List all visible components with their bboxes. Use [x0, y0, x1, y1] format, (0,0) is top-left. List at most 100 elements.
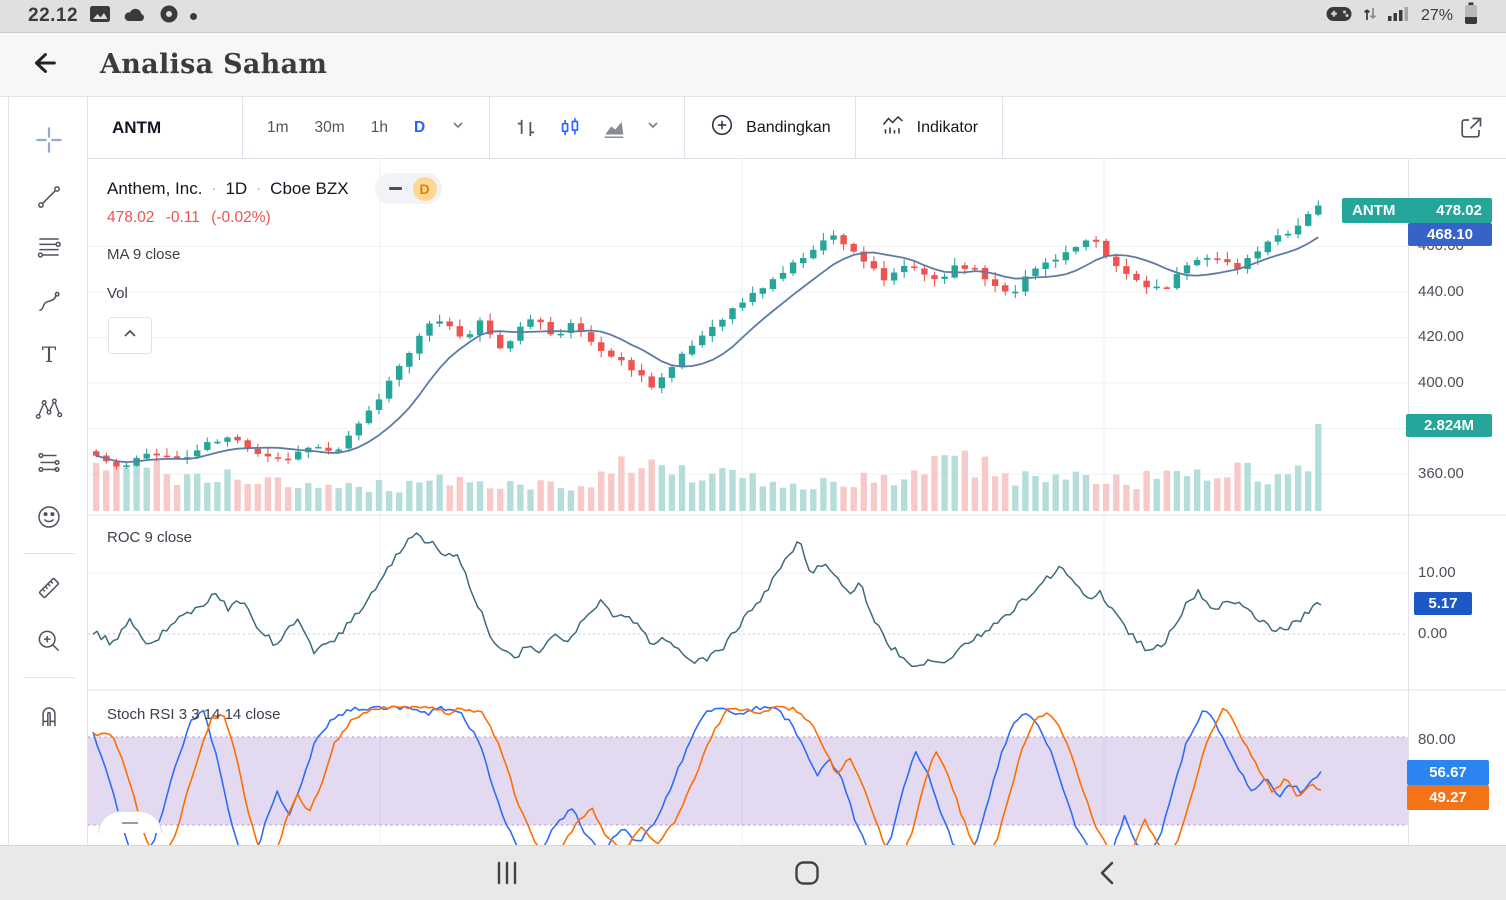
- add-circle-icon: [709, 112, 735, 143]
- battery-percent: 27%: [1420, 7, 1453, 24]
- price-axis-label: 400.00: [1418, 374, 1464, 391]
- chart-style-group: [490, 97, 686, 158]
- indicator-button[interactable]: Indikator: [880, 112, 978, 143]
- stoch-k-badge: 56.67: [1407, 760, 1489, 785]
- fib-lines-icon: [37, 238, 61, 258]
- zoom-in-tool-button[interactable]: [29, 621, 69, 661]
- stoch-legend: Stoch RSI 3 3 14 14 close: [107, 706, 281, 723]
- android-back-button[interactable]: [1079, 854, 1135, 894]
- interval-d[interactable]: D: [413, 118, 426, 136]
- chart-canvas[interactable]: [88, 159, 1506, 845]
- area-style-button[interactable]: [602, 116, 626, 140]
- recents-button[interactable]: [479, 854, 535, 894]
- notification-app-icon: [159, 4, 179, 29]
- indicator-icon: [880, 112, 906, 143]
- price-axis-label: 360.00: [1418, 465, 1464, 482]
- area-style-icon: [604, 121, 624, 138]
- candles-style-button[interactable]: [558, 116, 582, 140]
- trend-line-icon: [38, 186, 60, 208]
- home-icon: [794, 860, 820, 889]
- fullscreen-button[interactable]: [1450, 108, 1492, 150]
- legend-change: -0.11: [165, 209, 200, 226]
- price-axis-label: 440.00: [1418, 283, 1464, 300]
- compare-button[interactable]: Bandingkan: [709, 112, 831, 143]
- mobile-data-icon: [1363, 6, 1377, 27]
- compare-label: Bandingkan: [746, 118, 831, 136]
- toolbar-divider: [23, 553, 75, 554]
- brush-icon: [39, 291, 60, 312]
- chevron-left-icon: [1098, 860, 1116, 889]
- bars-style-button[interactable]: [514, 116, 538, 140]
- trend-line-tool-button[interactable]: [29, 177, 69, 217]
- compare-cell: Bandingkan: [685, 97, 856, 158]
- indicator-label: Indikator: [916, 118, 979, 136]
- legend-symbol-name: Anthem, Inc.: [107, 178, 203, 198]
- symbol-legend: Anthem, Inc. · 1D · Cboe BZX D: [107, 173, 442, 204]
- text-icon: T: [42, 343, 57, 368]
- smiley-icon: [38, 506, 60, 528]
- emoji-tool-button[interactable]: [29, 497, 69, 537]
- legend-expand-button[interactable]: [108, 317, 152, 354]
- fib-retracement-tool-button[interactable]: [29, 227, 69, 267]
- home-button[interactable]: [779, 854, 835, 894]
- xabcd-pattern-icon: [35, 398, 63, 420]
- roc-value-badge: 5.17: [1414, 592, 1472, 615]
- chevron-up-icon: [121, 325, 139, 346]
- roc-axis-label: 10.00: [1418, 564, 1456, 581]
- bars-style-icon: [517, 119, 535, 136]
- back-arrow-icon: [29, 48, 59, 81]
- battery-icon: [1464, 2, 1478, 30]
- open-in-new-icon: [1456, 113, 1486, 146]
- forecast-tool-button[interactable]: [29, 443, 69, 483]
- interval-30m[interactable]: 30m: [314, 118, 345, 136]
- legend-last-price: 478.02: [107, 209, 155, 226]
- volume-legend: Vol: [107, 285, 128, 302]
- magnet-tool-button[interactable]: [29, 696, 69, 736]
- hide-series-icon[interactable]: [388, 187, 402, 190]
- notification-image-icon: [89, 3, 111, 30]
- status-bar: 22.12 27%: [0, 0, 1506, 33]
- price-legend: 478.02 -0.11 (-0.02%): [107, 209, 278, 227]
- candles-style-icon: [561, 117, 579, 135]
- roc-legend: ROC 9 close: [107, 529, 193, 546]
- drawing-toolbar: T: [8, 97, 88, 845]
- text-tool-button[interactable]: T: [29, 335, 69, 375]
- weather-cloud-icon: [122, 4, 148, 29]
- page-title: Analisa Saham: [100, 49, 328, 80]
- indicator-cell: Indikator: [856, 97, 1004, 158]
- ma-legend: MA 9 close: [107, 246, 181, 263]
- toolbar-divider: [23, 677, 75, 678]
- roc-axis-label: 0.00: [1418, 625, 1448, 642]
- brush-tool-button[interactable]: [29, 283, 69, 323]
- svg-text:T: T: [42, 343, 57, 368]
- measure-tool-button[interactable]: [29, 568, 69, 608]
- recents-icon: [494, 861, 520, 888]
- cellular-signal-icon: [1387, 5, 1410, 27]
- chart-widget: T ANTM 1m 30m 1h D: [0, 97, 1506, 845]
- status-time: 22.12: [28, 5, 79, 26]
- series-control-pill[interactable]: D: [374, 173, 442, 204]
- xabcd-pattern-tool-button[interactable]: [29, 389, 69, 429]
- magnet-icon: [42, 707, 56, 727]
- zoom-in-icon: [38, 630, 60, 652]
- pane-restore-button[interactable]: [98, 811, 162, 833]
- stoch-axis-label: 80.00: [1418, 731, 1456, 748]
- chart-toolbar: ANTM 1m 30m 1h D Bandingkan: [88, 97, 1506, 159]
- symbol-button[interactable]: ANTM: [88, 97, 243, 158]
- delayed-data-badge[interactable]: D: [412, 176, 437, 201]
- minimize-icon: [122, 821, 138, 824]
- volume-badge: 2.824M: [1406, 414, 1492, 437]
- back-button[interactable]: [22, 43, 66, 87]
- ruler-icon: [38, 577, 60, 599]
- chevron-down-icon[interactable]: [646, 118, 660, 137]
- interval-group: 1m 30m 1h D: [243, 97, 491, 158]
- game-mode-icon: [1326, 6, 1352, 27]
- crosshair-tool-button[interactable]: [29, 120, 69, 160]
- android-navbar: [0, 845, 1506, 900]
- chevron-down-icon[interactable]: [451, 118, 465, 137]
- interval-1h[interactable]: 1h: [370, 118, 388, 136]
- legend-change-percent: (-0.02%): [211, 209, 271, 226]
- last-price-badge: ANTM 478.02: [1342, 198, 1492, 223]
- interval-1m[interactable]: 1m: [267, 118, 289, 136]
